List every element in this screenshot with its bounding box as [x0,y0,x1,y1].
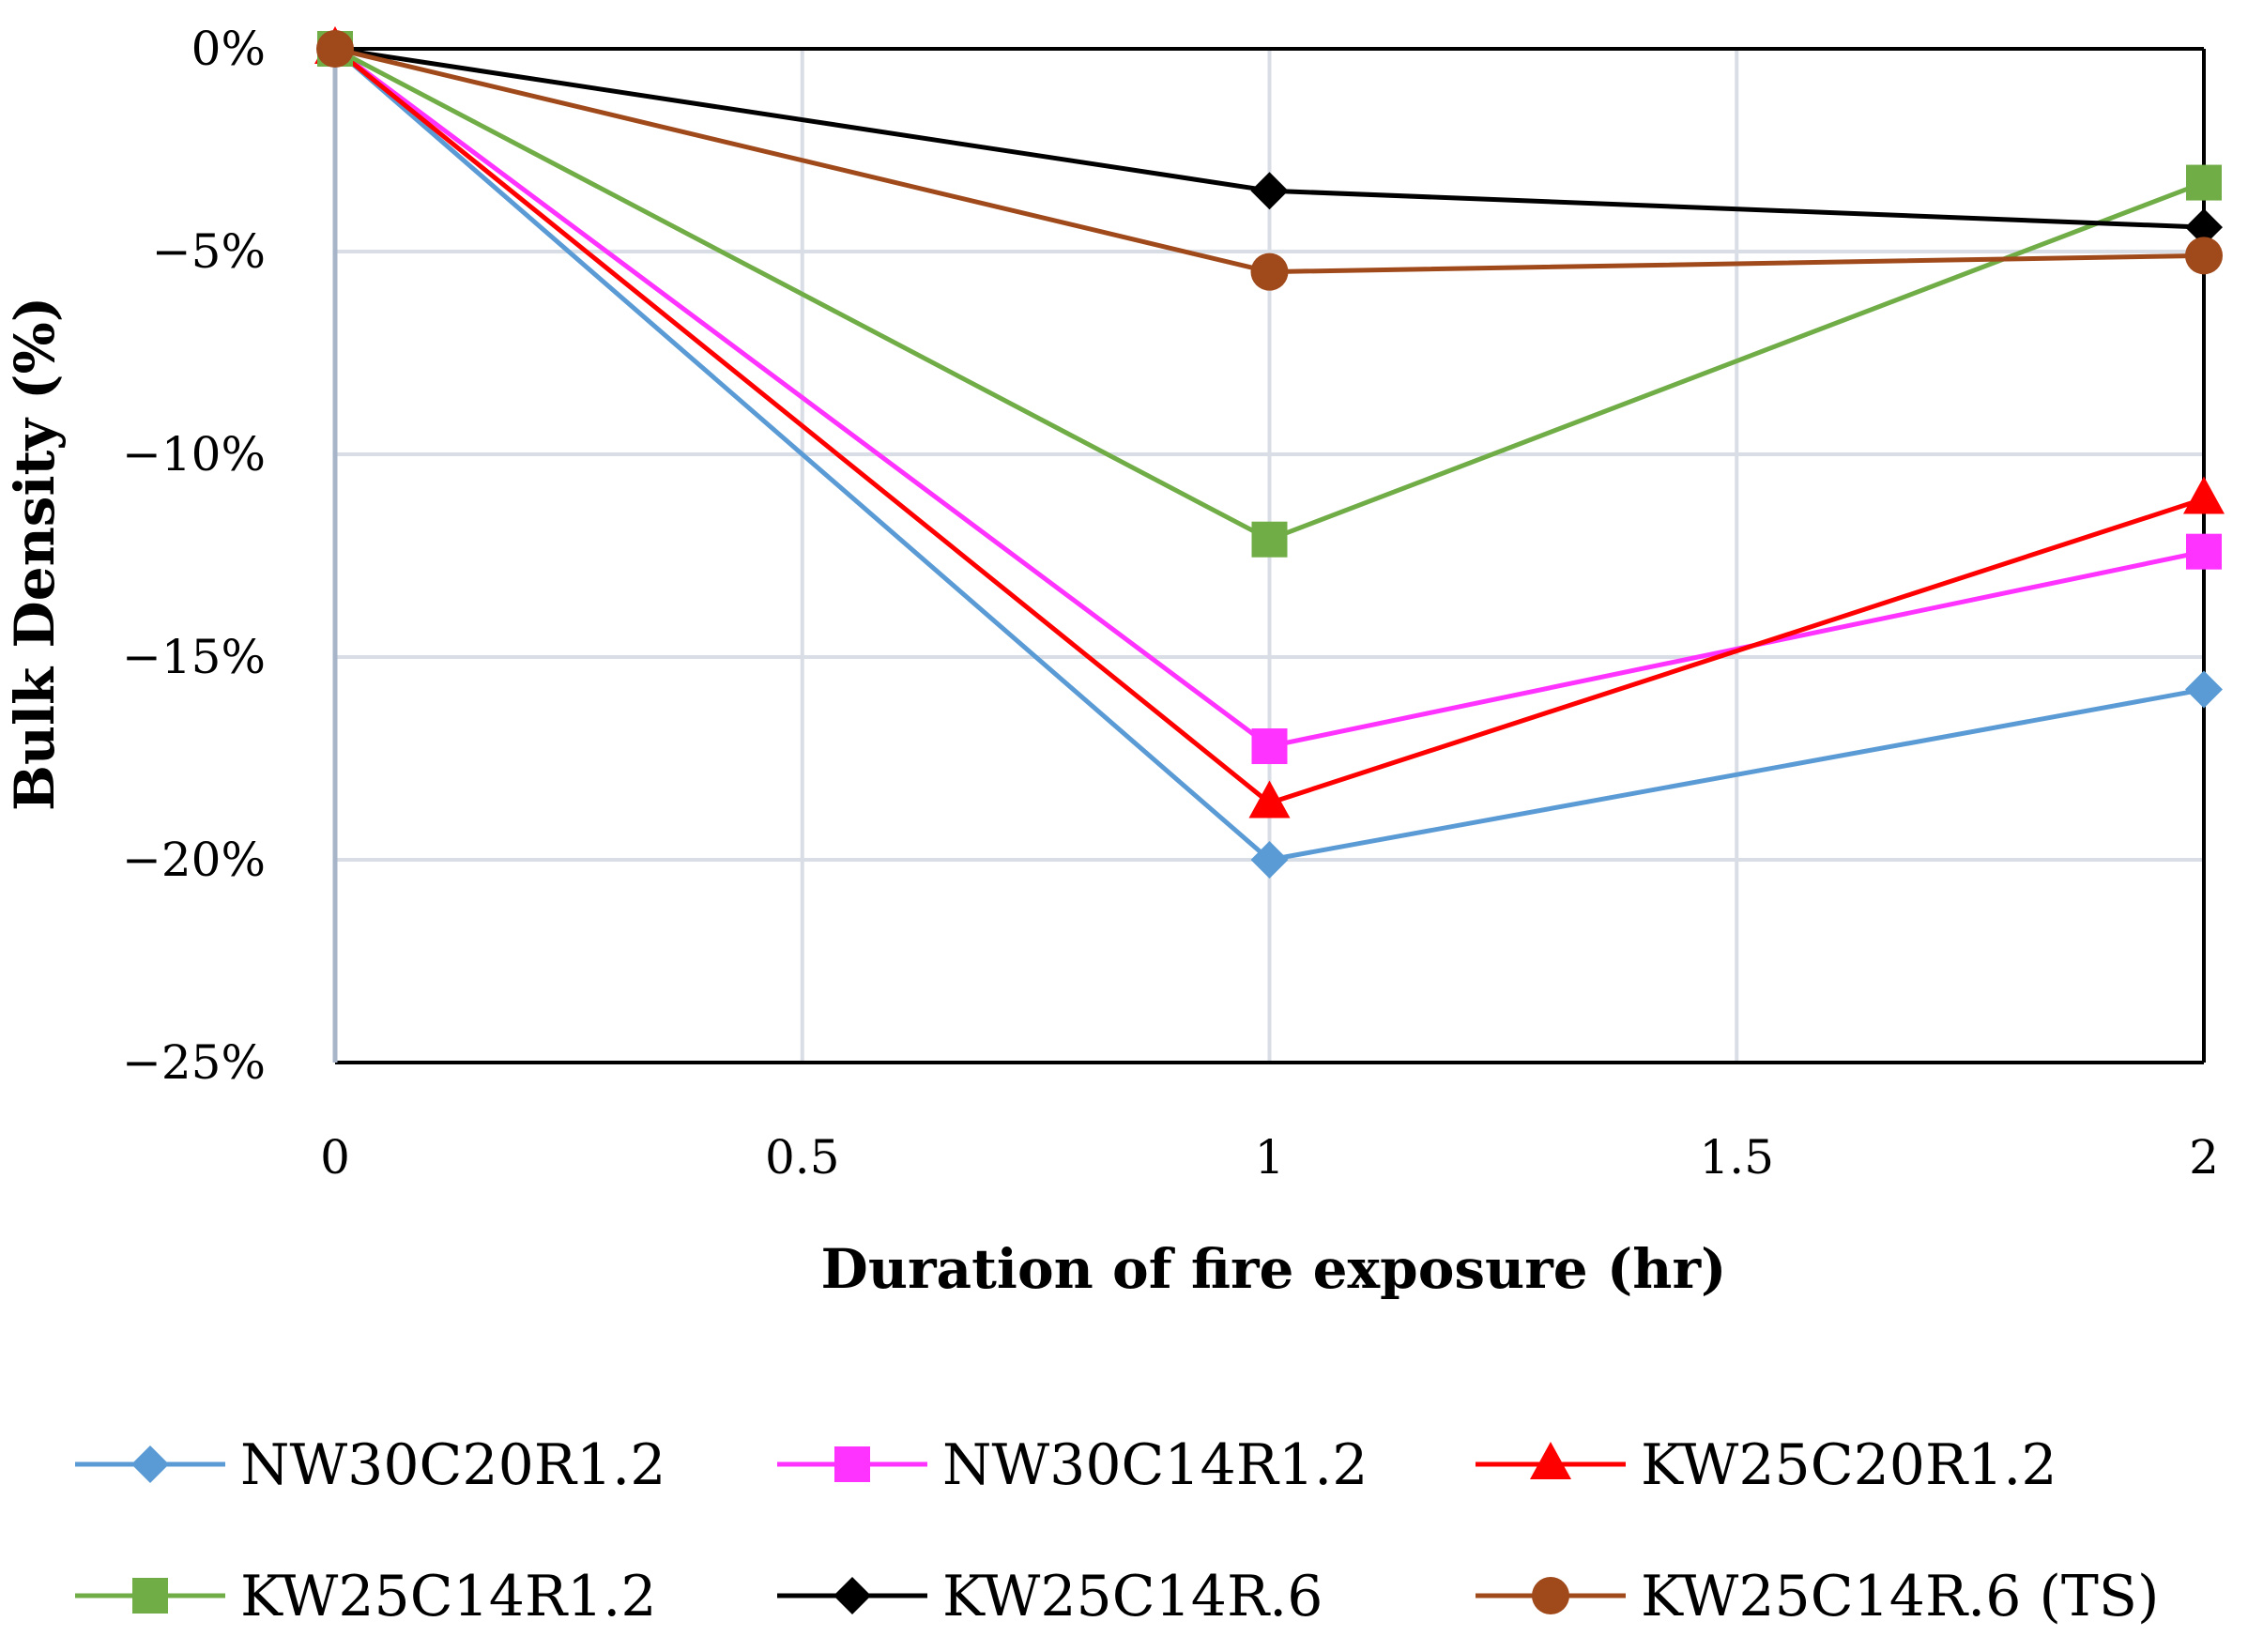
data-point [2186,164,2222,201]
y-axis-title: Bulk Density (%) [3,297,67,811]
legend-label: KW25C14R1.2 [240,1564,657,1629]
legend-marker [834,1446,870,1482]
series-KW25C14R.6 (TS) [316,30,2223,291]
data-point [1248,780,1291,818]
data-point [1251,521,1288,558]
data-point [2186,533,2222,570]
legend-label: KW25C14R.6 [942,1564,1323,1629]
y-tick-label: −20% [122,833,266,887]
legend-item: NW30C20R1.2 [75,1432,665,1498]
x-tick-label: 1 [1255,1130,1285,1185]
legend-label: NW30C14R1.2 [942,1432,1368,1498]
data-point [2185,237,2223,275]
y-axis-ticks: 0% −5% −10% −15% −20% −25% [122,22,266,1090]
data-point [1250,841,1289,879]
x-axis-title: Duration of fire exposure (hr) [821,1237,1727,1301]
legend-label: NW30C20R1.2 [240,1432,665,1498]
legend-marker [1532,1577,1569,1614]
legend-item: KW25C14R.6 (TS) [1476,1564,2159,1629]
legend-item: KW25C14R.6 [777,1564,1323,1629]
y-tick-label: −25% [122,1035,266,1090]
x-tick-label: 0.5 [765,1130,840,1185]
data-point [1250,252,1289,291]
data-point [1250,172,1289,210]
legend-label: KW25C20R1.2 [1641,1432,2057,1498]
legend-marker [1530,1442,1571,1479]
legend-item: KW25C20R1.2 [1476,1432,2057,1498]
x-tick-label: 0 [320,1130,350,1185]
series-layer [314,26,2225,879]
y-tick-label: −15% [122,630,266,684]
data-point [2185,670,2223,709]
y-tick-label: 0% [191,22,266,76]
data-point [2183,476,2225,514]
data-point [2185,208,2223,247]
legend-label: KW25C14R.6 (TS) [1641,1564,2159,1629]
data-point [316,30,354,68]
y-tick-label: −10% [122,427,266,482]
legend-marker [132,1578,168,1614]
legend-item: KW25C14R1.2 [75,1564,657,1629]
legend: NW30C20R1.2 NW30C14R1.2 KW25C20R1.2 KW25C14… [75,1432,2159,1629]
legend-marker [131,1446,169,1483]
data-point [1251,728,1288,765]
x-tick-label: 2 [2189,1130,2219,1185]
legend-item: NW30C14R1.2 [777,1432,1368,1498]
x-axis-ticks: 0 0.5 1 1.5 2 [320,1130,2219,1185]
y-tick-label: −5% [152,224,266,279]
legend-marker [833,1577,871,1614]
plot-frame [332,47,2206,1064]
x-tick-label: 1.5 [1699,1130,1774,1185]
